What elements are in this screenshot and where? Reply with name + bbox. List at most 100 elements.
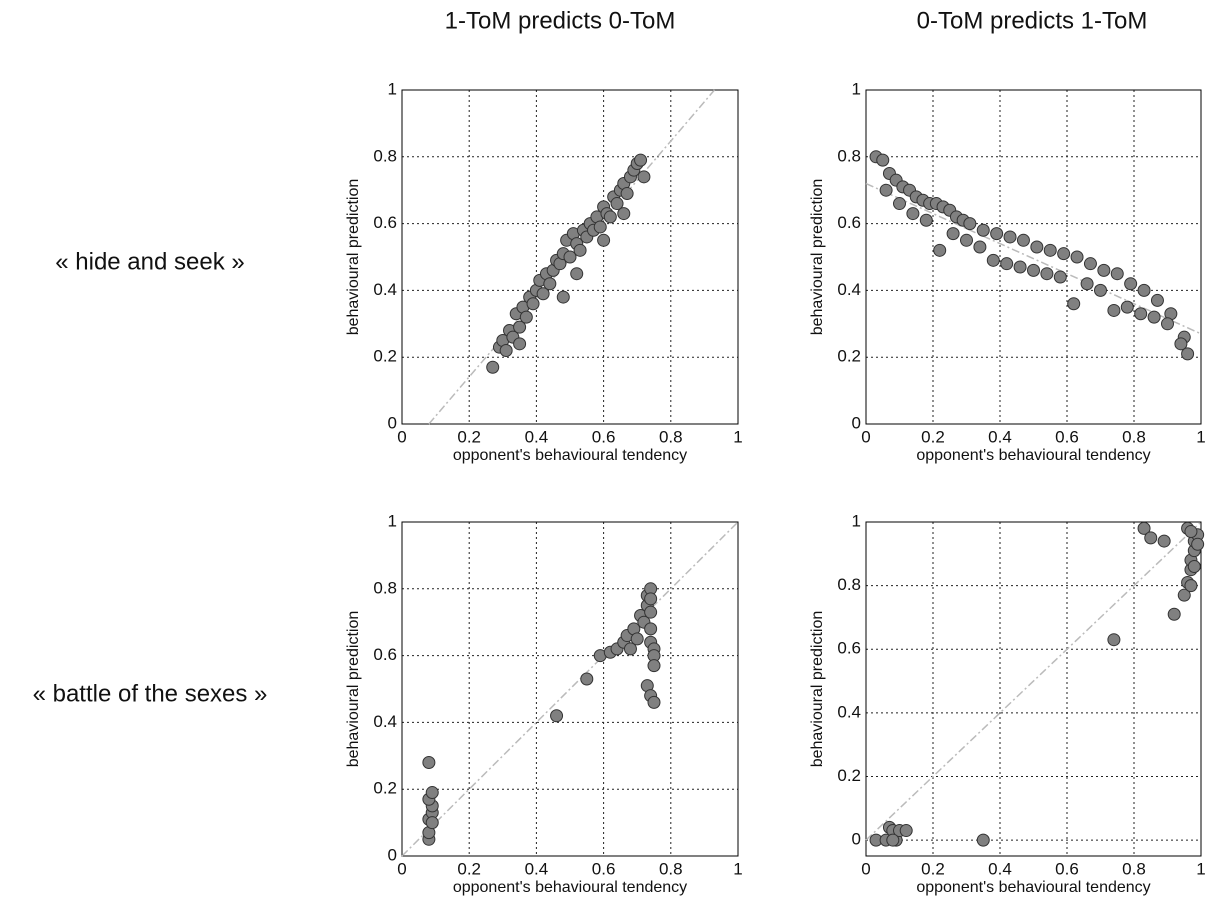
scatter-point: [603, 210, 617, 224]
x-tick-label: 0: [861, 859, 870, 878]
x-tick-label: 0.2: [457, 859, 481, 878]
scatter-point: [1000, 257, 1014, 271]
scatter-point: [499, 344, 513, 358]
scatter-point: [647, 659, 661, 673]
scatter-point: [886, 833, 900, 847]
x-axis-label: opponent's behavioural tendency: [453, 447, 687, 464]
scatter-point: [543, 277, 557, 291]
scatter-point: [893, 197, 906, 211]
scatter-point: [593, 220, 607, 234]
scatter-point: [906, 207, 920, 221]
x-tick-label: 1: [733, 859, 742, 878]
y-tick-label: 0.8: [837, 575, 861, 594]
scatter-point: [1137, 521, 1151, 535]
scatter-point: [1161, 317, 1174, 331]
y-tick-label: 0: [388, 413, 397, 432]
scatter-point: [1137, 283, 1151, 297]
y-tick-label: 0.2: [837, 347, 861, 366]
scatter-point: [1067, 297, 1081, 311]
y-tick-label: 0.2: [837, 766, 861, 785]
scatter-point: [919, 213, 933, 227]
scatter-point: [1027, 263, 1040, 277]
y-tick-label: 0.4: [373, 280, 397, 299]
y-axis-label: behavioural prediction: [345, 179, 362, 336]
x-tick-label: 0.2: [921, 859, 945, 878]
scatter-point: [519, 310, 533, 324]
scatter-point: [513, 337, 527, 351]
x-tick-label: 1: [733, 427, 742, 446]
scatter-point: [1083, 257, 1097, 271]
scatter-point: [644, 605, 658, 619]
plot-frame: [865, 521, 1202, 857]
scatter-point: [550, 709, 564, 723]
scatter-point: [899, 824, 913, 838]
scatter-point: [425, 786, 439, 800]
scatter-point: [563, 250, 577, 264]
y-tick-label: 0.8: [837, 146, 861, 165]
scatter-point: [963, 217, 977, 231]
y-tick-label: 0.2: [373, 779, 397, 798]
y-tick-label: 0: [852, 830, 861, 849]
scatter-point: [597, 233, 611, 247]
scatter-point: [876, 153, 890, 167]
scatter-point: [1124, 277, 1138, 291]
x-tick-label: 1: [1196, 859, 1205, 878]
y-tick-label: 0: [388, 845, 397, 864]
y-tick-label: 0: [852, 413, 861, 432]
scatter-point: [1070, 250, 1084, 264]
x-tick-label: 0.4: [525, 427, 549, 446]
x-tick-label: 0.6: [592, 859, 616, 878]
scatter-point: [573, 243, 587, 257]
scatter-point: [1110, 267, 1124, 281]
scatter-point: [1191, 537, 1205, 551]
scatter-point: [620, 187, 634, 201]
scatter-point: [1030, 240, 1044, 254]
scatter-point: [422, 755, 436, 769]
scatter-point: [610, 197, 624, 211]
scatter-point: [1157, 534, 1171, 548]
scatter-point: [1144, 531, 1158, 545]
scatter-point: [1080, 277, 1094, 291]
scatter-point: [1107, 633, 1121, 647]
scatter-point: [1107, 303, 1121, 317]
plot-frame: [401, 521, 739, 857]
scatter-point: [1013, 260, 1027, 274]
scatter-point: [1187, 560, 1201, 574]
scatter-point: [536, 287, 550, 301]
y-tick-label: 1: [388, 79, 397, 98]
scatter-point: [617, 207, 631, 221]
x-tick-label: 0.6: [1055, 859, 1079, 878]
scatter-point: [990, 227, 1004, 241]
y-tick-label: 0.2: [373, 347, 397, 366]
scatter-point: [1181, 347, 1195, 361]
x-tick-label: 0.8: [1122, 859, 1146, 878]
scatter-point: [644, 622, 658, 636]
scatter-point: [486, 360, 500, 374]
scatter-point: [1167, 607, 1181, 621]
x-tick-label: 0.8: [1122, 427, 1146, 446]
y-axis-label: behavioural prediction: [809, 179, 826, 336]
x-tick-label: 0: [397, 427, 406, 446]
x-tick-label: 0.2: [457, 427, 481, 446]
x-tick-label: 0.8: [659, 427, 683, 446]
scatter-point: [513, 320, 527, 334]
x-axis-label: opponent's behavioural tendency: [453, 879, 687, 896]
scatter-point: [976, 833, 990, 847]
scatter-point: [879, 183, 893, 197]
scatter-point: [986, 253, 1000, 267]
x-tick-label: 1: [1196, 427, 1205, 446]
scatter-point: [1094, 283, 1107, 297]
scatter-point: [570, 267, 584, 281]
scatter-point: [644, 592, 658, 606]
scatter-point: [1177, 588, 1191, 602]
column-title: 1-ToM predicts 0-ToM: [445, 7, 676, 34]
y-axis-label: behavioural prediction: [809, 611, 826, 768]
scatter-point: [1016, 233, 1030, 247]
scatter-point: [556, 290, 570, 304]
reference-line: [865, 182, 1202, 335]
y-tick-label: 0.8: [373, 578, 397, 597]
y-tick-label: 1: [388, 511, 397, 530]
scatter-point: [1097, 263, 1111, 277]
x-tick-label: 0.4: [988, 859, 1012, 878]
